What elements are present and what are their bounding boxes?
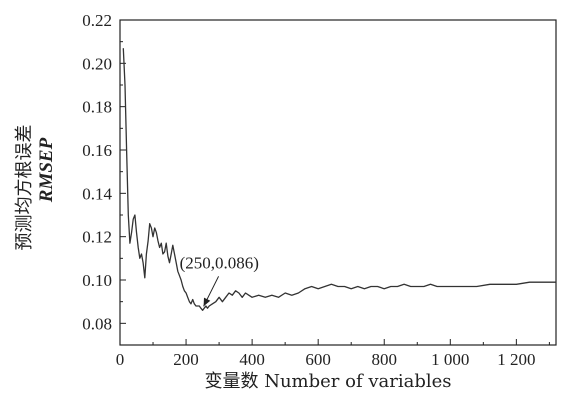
y-tick-label: 0.18 xyxy=(82,98,112,117)
y-tick-label: 0.16 xyxy=(82,141,112,160)
x-tick-label: 1 000 xyxy=(431,350,469,369)
y-axis-title-cn: 预测均方根误差 xyxy=(14,125,35,251)
x-tick-label: 1 200 xyxy=(497,350,535,369)
x-tick-label: 800 xyxy=(371,350,397,369)
y-tick-label: 0.14 xyxy=(82,184,112,203)
x-axis-title: 变量数 Number of variables xyxy=(204,371,451,392)
annotation-label: (250,0.086) xyxy=(180,253,259,272)
axes xyxy=(119,19,557,346)
y-tick-label: 0.12 xyxy=(82,228,112,247)
annotation-arrowhead xyxy=(203,297,211,307)
ticks: 0.08 0.10 0.12 0.14 0.16 0.18 0.20 0.22 0 200 400 6… xyxy=(82,11,550,369)
x-tick-label: 0 xyxy=(116,350,125,369)
plot-frame xyxy=(119,19,557,346)
series-layer xyxy=(122,48,556,311)
x-tick-label: 200 xyxy=(173,350,199,369)
y-tick-label: 0.08 xyxy=(82,314,112,333)
x-tick-label: 400 xyxy=(239,350,265,369)
annotation-layer: (250,0.086) xyxy=(180,253,259,307)
axis-titles: 预测均方根误差 RMSEP 变量数 Number of variables xyxy=(14,125,452,393)
y-tick-label: 0.10 xyxy=(82,271,112,290)
y-tick-label: 0.20 xyxy=(82,54,112,73)
rmsep-series-line xyxy=(122,48,556,311)
y-tick-label: 0.22 xyxy=(82,11,112,30)
y-axis-title-en: RMSEP xyxy=(36,137,57,203)
x-tick-label: 600 xyxy=(305,350,331,369)
